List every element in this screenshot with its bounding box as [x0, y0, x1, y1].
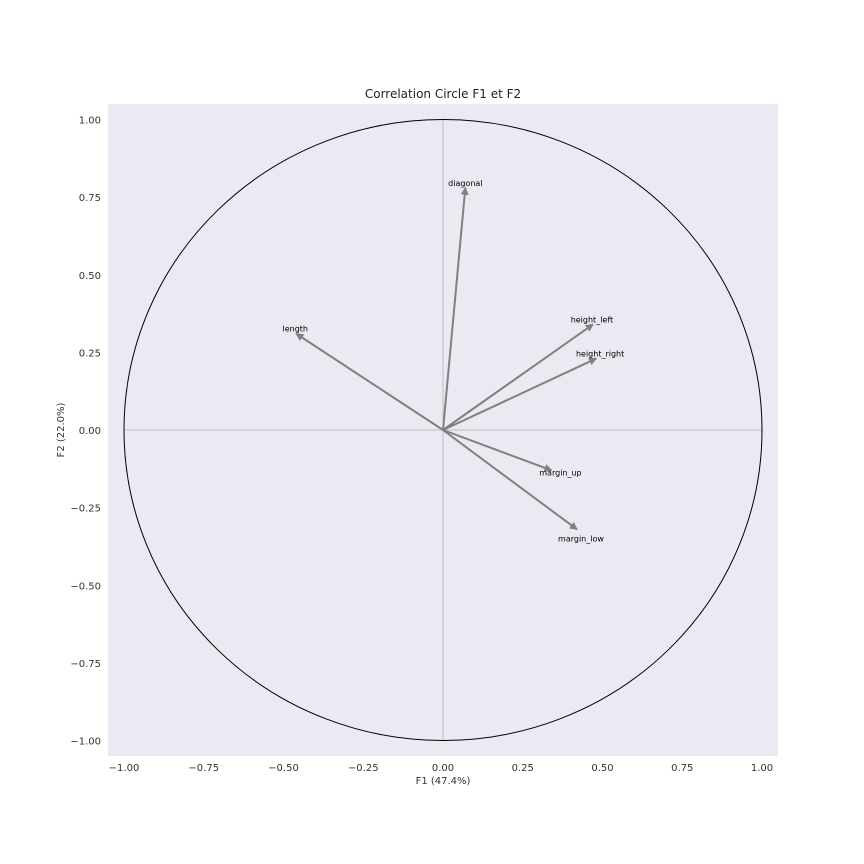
vector-arrow — [442, 429, 553, 472]
unit-circle — [123, 119, 763, 741]
x-tick-label: 1.00 — [751, 763, 773, 774]
vector-arrow — [442, 186, 469, 431]
x-axis-label: F1 (47.4%) — [416, 776, 471, 787]
y-tick-label: 0.50 — [79, 271, 101, 282]
y-tick-label: −0.75 — [70, 659, 101, 670]
x-tick-label: −0.75 — [188, 763, 219, 774]
y-axis-label: F2 (22.0%) — [56, 402, 67, 457]
vector-arrow — [442, 323, 594, 431]
vector-height_right: height_right — [442, 350, 624, 431]
x-tick-label: 0.75 — [671, 763, 693, 774]
vector-label: diagonal — [448, 179, 482, 188]
x-tick-label: 0.50 — [591, 763, 613, 774]
y-tick-label: −0.25 — [70, 504, 101, 515]
x-tick-label: −0.50 — [268, 763, 299, 774]
x-tick-label: −0.25 — [348, 763, 379, 774]
vector-label: height_left — [571, 315, 613, 324]
y-tick-label: 0.75 — [79, 193, 101, 204]
x-tick-label: −1.00 — [109, 763, 140, 774]
vector-height_left: height_left — [442, 315, 613, 431]
y-tick-label: 0.25 — [79, 348, 101, 359]
vector-margin_up: margin_up — [442, 429, 582, 477]
vector-length: length — [283, 325, 444, 431]
vector-label: length — [283, 325, 309, 334]
vector-arrow — [442, 429, 578, 531]
y-tick-label: −0.50 — [70, 581, 101, 592]
y-tick-label: 0.00 — [79, 426, 101, 437]
vector-label: height_right — [576, 350, 624, 359]
y-tick-label: −1.00 — [70, 737, 101, 748]
vector-label: margin_low — [558, 534, 604, 543]
vector-arrow — [295, 332, 444, 431]
x-tick-label: 0.25 — [512, 763, 534, 774]
vector-margin_low: margin_low — [442, 429, 604, 543]
vector-diagonal: diagonal — [442, 179, 483, 431]
vector-label: margin_up — [539, 468, 581, 477]
y-tick-label: 1.00 — [79, 116, 101, 127]
chart-title: Correlation Circle F1 et F2 — [365, 87, 521, 101]
vector-arrow — [442, 357, 598, 431]
x-tick-label: 0.00 — [432, 763, 454, 774]
